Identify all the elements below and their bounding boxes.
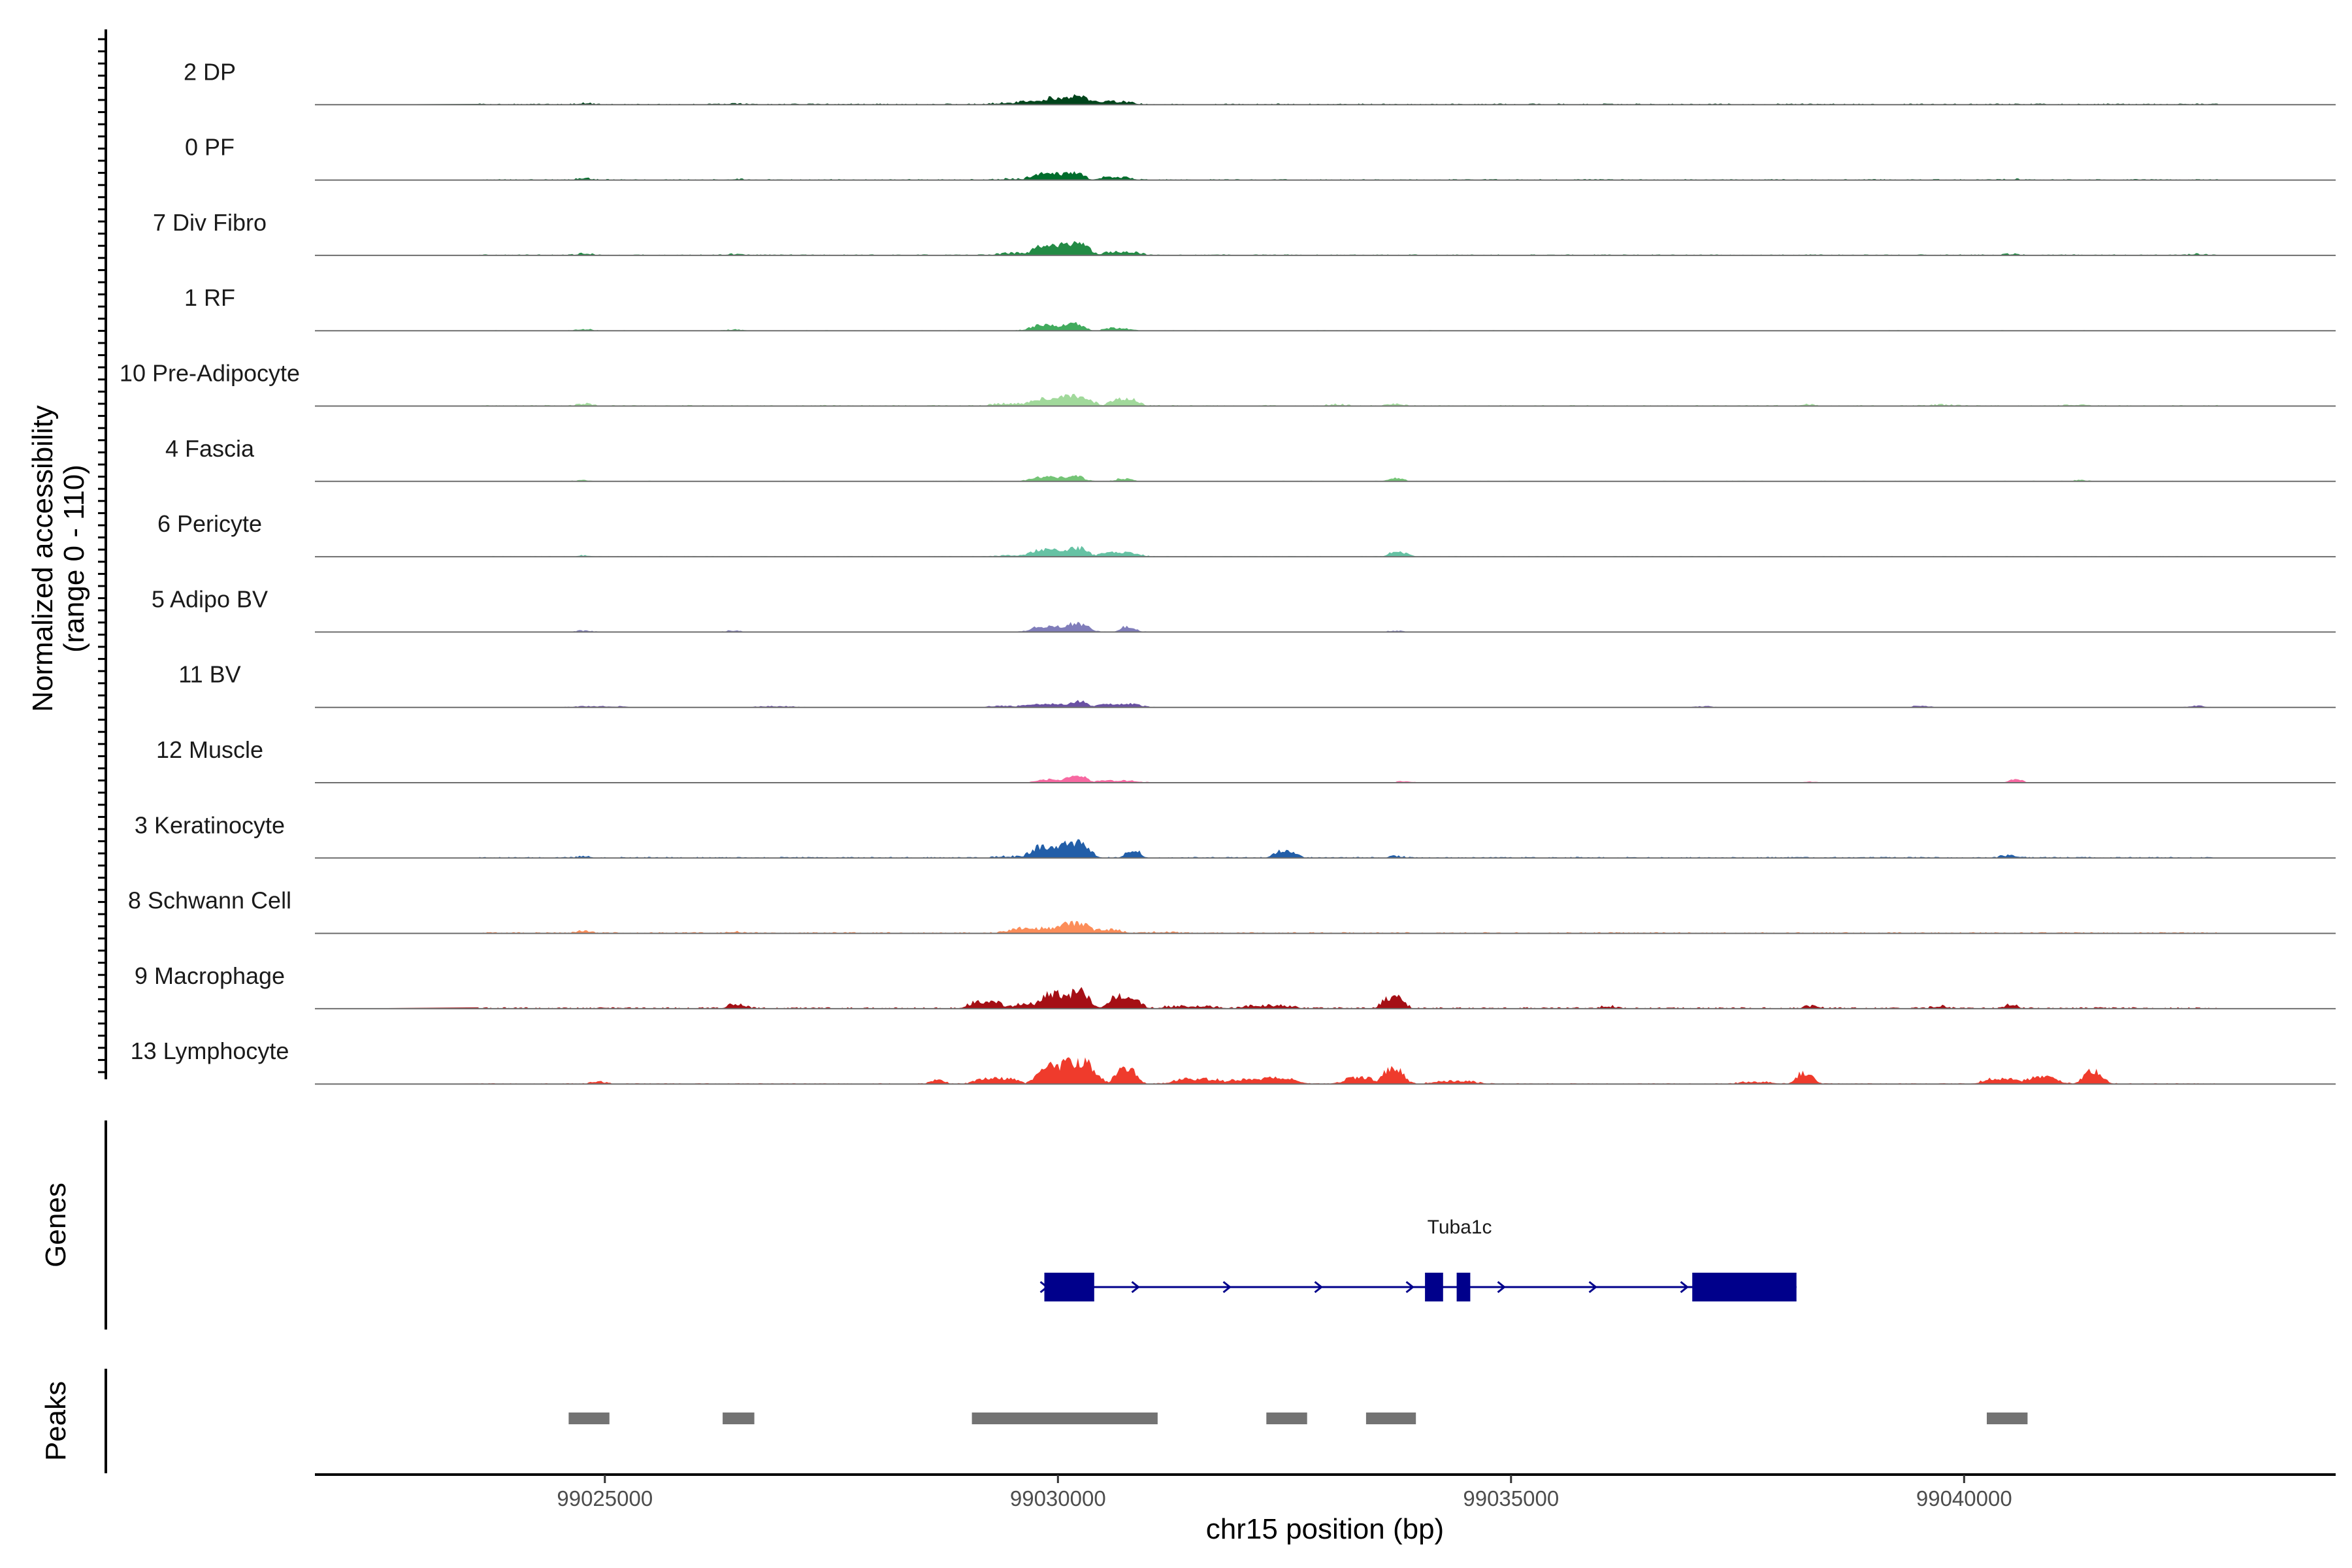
coverage-area — [315, 546, 2218, 557]
peak-regions — [568, 1413, 2028, 1424]
x-axis-title: chr15 position (bp) — [1206, 1513, 1444, 1545]
track-label: 0 PF — [185, 134, 235, 161]
strand-arrow — [1222, 1281, 1232, 1294]
strand-arrow — [1497, 1281, 1506, 1294]
coverage-area — [315, 839, 2218, 858]
track-7-div-fibro: 7 Div Fibro — [153, 209, 2336, 256]
track-label: 4 Fascia — [165, 435, 255, 462]
track-0-pf: 0 PF — [185, 134, 2336, 181]
track-label: 3 Keratinocyte — [135, 811, 285, 838]
coverage-area — [315, 321, 2218, 331]
track-label: 5 Adipo BV — [152, 585, 268, 612]
x-tick-label: 99030000 — [1010, 1486, 1106, 1511]
track-10-pre-adipocyte: 10 Pre-Adipocyte — [120, 360, 2336, 407]
peak-region — [568, 1413, 610, 1424]
track-label: 11 BV — [178, 661, 240, 688]
strand-arrow — [1588, 1281, 1597, 1294]
coverage-area — [315, 776, 2218, 783]
y-axis-title-range: (range 0 - 110) — [58, 465, 90, 653]
peak-region — [972, 1413, 1158, 1424]
track-label: 10 Pre-Adipocyte — [120, 360, 300, 387]
peaks-panel-label: Peaks — [40, 1381, 72, 1461]
track-label: 7 Div Fibro — [153, 209, 267, 236]
strand-arrow — [1314, 1281, 1323, 1294]
track-6-pericyte: 6 Pericyte — [157, 510, 2336, 558]
peak-region — [1266, 1413, 1307, 1424]
peak-region — [723, 1413, 755, 1424]
track-12-muscle: 12 Muscle — [156, 736, 2336, 783]
strand-arrow — [1680, 1281, 1689, 1294]
track-9-macrophage: 9 Macrophage — [135, 962, 2336, 1009]
gene-exon — [1044, 1273, 1094, 1301]
gene-model-tuba1c: Tuba1c — [1039, 1217, 1797, 1301]
peak-region — [1365, 1413, 1416, 1424]
track-label: 9 Macrophage — [135, 962, 285, 989]
x-tick-label: 99025000 — [557, 1486, 653, 1511]
coverage-tracks: 2 DP 0 PF 7 Div Fibro 1 RF 10 Pre-Adipocyte 4… — [120, 58, 2336, 1085]
y-axis-title: Normalized accessibility — [27, 405, 59, 711]
gene-exon — [1425, 1273, 1443, 1301]
coverage-area — [315, 171, 2218, 180]
track-label: 1 RF — [184, 284, 235, 311]
genes-panel-label: Genes — [40, 1183, 72, 1267]
coverage-area — [315, 621, 2218, 632]
x-axis-ticks: 99025000 99030000 99035000 99040000 — [557, 1475, 2012, 1511]
x-tick-label: 99035000 — [1463, 1486, 1559, 1511]
coverage-area — [315, 475, 2218, 482]
gene-exon — [1692, 1273, 1797, 1301]
track-label: 13 Lymphocyte — [131, 1037, 289, 1064]
coverage-area — [315, 700, 2218, 708]
track-1-rf: 1 RF — [184, 284, 2336, 332]
gene-name-label: Tuba1c — [1428, 1217, 1492, 1238]
strand-arrow — [1405, 1281, 1414, 1294]
coverage-area — [315, 241, 2218, 255]
track-8-schwann-cell: 8 Schwann Cell — [128, 887, 2336, 934]
coverage-area — [315, 94, 2218, 105]
track-4-fascia: 4 Fascia — [165, 435, 2336, 482]
track-11-bv: 11 BV — [178, 661, 2336, 708]
x-tick-label: 99040000 — [1916, 1486, 2012, 1511]
gene-exon — [1456, 1273, 1471, 1301]
track-label: 2 DP — [184, 58, 236, 85]
track-label: 12 Muscle — [156, 736, 263, 763]
track-label: 6 Pericyte — [157, 510, 262, 537]
coverage-area — [315, 393, 2218, 406]
peak-region — [1987, 1413, 2028, 1424]
track-label: 8 Schwann Cell — [128, 887, 291, 914]
coverage-area — [315, 921, 2218, 934]
track-5-adipo-bv: 5 Adipo BV — [152, 585, 2336, 633]
coverage-area — [315, 987, 2218, 1009]
track-13-lymphocyte: 13 Lymphocyte — [131, 1037, 2336, 1085]
strand-arrow — [1131, 1281, 1140, 1294]
track-2-dp: 2 DP — [184, 58, 2336, 106]
track-3-keratinocyte: 3 Keratinocyte — [135, 811, 2336, 859]
coverage-axis-ticks — [98, 38, 106, 1073]
coverage-area — [315, 1057, 2218, 1085]
